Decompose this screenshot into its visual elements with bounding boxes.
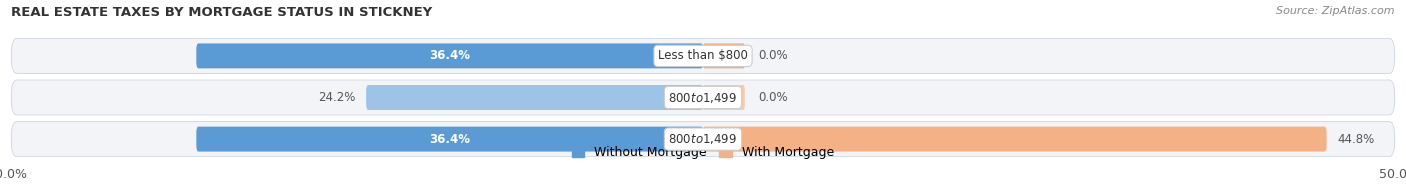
- FancyBboxPatch shape: [11, 80, 1395, 115]
- Text: 24.2%: 24.2%: [318, 91, 354, 104]
- Text: Less than $800: Less than $800: [658, 49, 748, 62]
- Text: $800 to $1,499: $800 to $1,499: [668, 132, 738, 146]
- FancyBboxPatch shape: [11, 39, 1395, 73]
- FancyBboxPatch shape: [11, 81, 1395, 114]
- FancyBboxPatch shape: [197, 127, 703, 152]
- Text: 36.4%: 36.4%: [429, 133, 470, 146]
- FancyBboxPatch shape: [11, 122, 1395, 157]
- Text: 36.4%: 36.4%: [429, 49, 470, 62]
- FancyBboxPatch shape: [366, 85, 703, 110]
- Text: 44.8%: 44.8%: [1337, 133, 1375, 146]
- Text: $800 to $1,499: $800 to $1,499: [668, 90, 738, 105]
- FancyBboxPatch shape: [11, 122, 1395, 156]
- FancyBboxPatch shape: [703, 43, 745, 68]
- Text: REAL ESTATE TAXES BY MORTGAGE STATUS IN STICKNEY: REAL ESTATE TAXES BY MORTGAGE STATUS IN …: [11, 6, 433, 19]
- FancyBboxPatch shape: [703, 85, 745, 110]
- FancyBboxPatch shape: [197, 43, 703, 68]
- Text: 0.0%: 0.0%: [759, 49, 789, 62]
- Legend: Without Mortgage, With Mortgage: Without Mortgage, With Mortgage: [567, 141, 839, 164]
- Text: Source: ZipAtlas.com: Source: ZipAtlas.com: [1277, 6, 1395, 16]
- FancyBboxPatch shape: [703, 127, 1327, 152]
- FancyBboxPatch shape: [11, 38, 1395, 73]
- Text: 0.0%: 0.0%: [759, 91, 789, 104]
